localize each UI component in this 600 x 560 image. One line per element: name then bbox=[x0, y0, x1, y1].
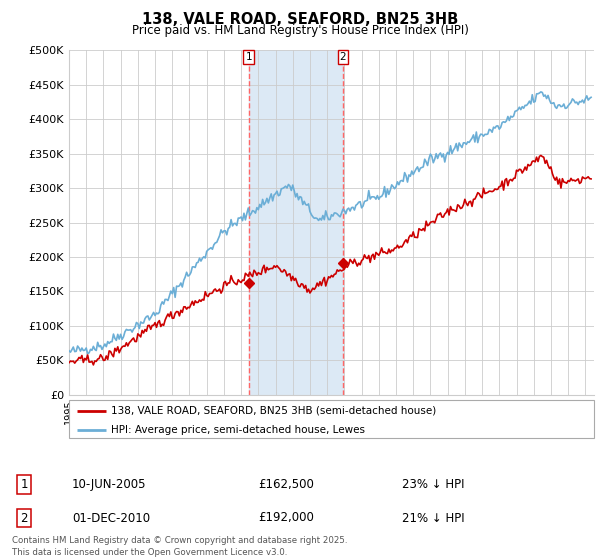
Text: 1: 1 bbox=[20, 478, 28, 491]
Bar bbox=[249, 50, 343, 395]
Text: 138, VALE ROAD, SEAFORD, BN25 3HB (semi-detached house): 138, VALE ROAD, SEAFORD, BN25 3HB (semi-… bbox=[111, 405, 436, 416]
Text: 138, VALE ROAD, SEAFORD, BN25 3HB: 138, VALE ROAD, SEAFORD, BN25 3HB bbox=[142, 12, 458, 27]
Text: 01-DEC-2010: 01-DEC-2010 bbox=[72, 511, 150, 525]
Text: 2: 2 bbox=[20, 511, 28, 525]
Text: £192,000: £192,000 bbox=[258, 511, 314, 525]
Text: £162,500: £162,500 bbox=[258, 478, 314, 491]
Text: 23% ↓ HPI: 23% ↓ HPI bbox=[402, 478, 464, 491]
Text: 1: 1 bbox=[245, 52, 252, 62]
Text: 10-JUN-2005: 10-JUN-2005 bbox=[72, 478, 146, 491]
Text: Contains HM Land Registry data © Crown copyright and database right 2025.
This d: Contains HM Land Registry data © Crown c… bbox=[12, 536, 347, 557]
FancyBboxPatch shape bbox=[69, 400, 594, 438]
Text: 2: 2 bbox=[340, 52, 346, 62]
Text: HPI: Average price, semi-detached house, Lewes: HPI: Average price, semi-detached house,… bbox=[111, 424, 365, 435]
Text: 21% ↓ HPI: 21% ↓ HPI bbox=[402, 511, 464, 525]
Text: Price paid vs. HM Land Registry's House Price Index (HPI): Price paid vs. HM Land Registry's House … bbox=[131, 24, 469, 36]
